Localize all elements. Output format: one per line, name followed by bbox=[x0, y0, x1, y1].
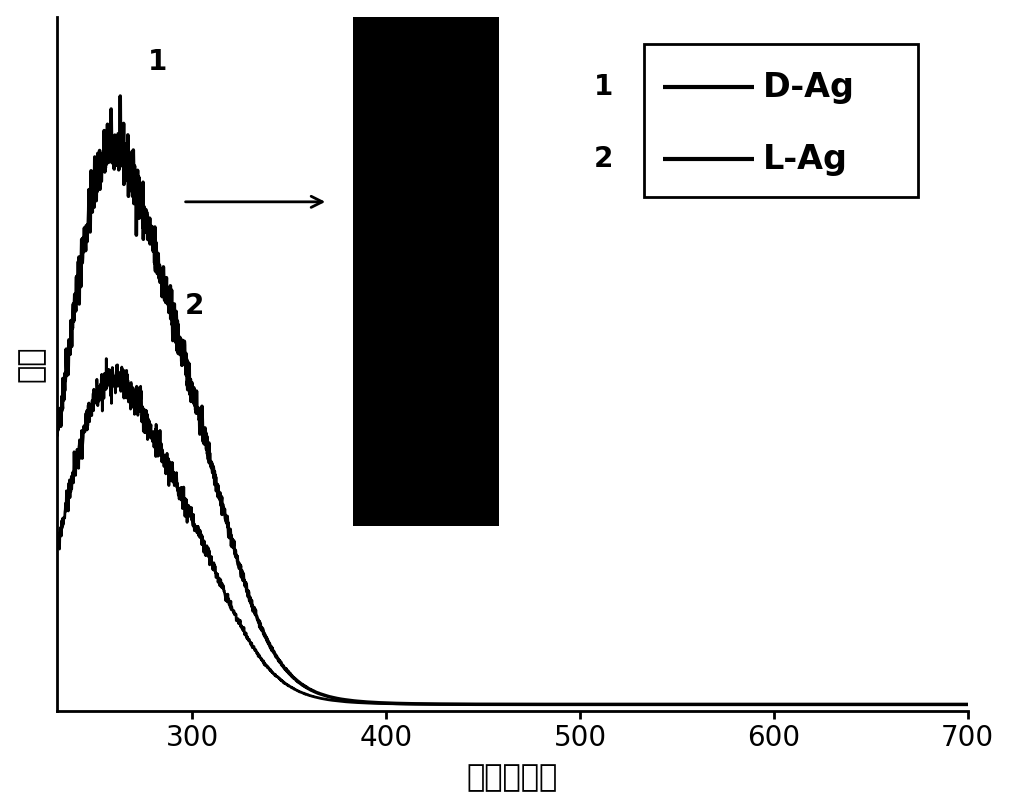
Text: 1: 1 bbox=[593, 73, 613, 101]
X-axis label: 波长／纳米: 波长／纳米 bbox=[467, 764, 558, 792]
Y-axis label: 吸收: 吸收 bbox=[16, 345, 45, 382]
Text: L-Ag: L-Ag bbox=[762, 142, 847, 176]
Text: D-Ag: D-Ag bbox=[762, 70, 854, 104]
Text: 1: 1 bbox=[148, 48, 167, 75]
Bar bbox=[644, 44, 918, 197]
Text: 2: 2 bbox=[593, 145, 613, 173]
Text: 2: 2 bbox=[185, 292, 204, 320]
Bar bbox=[353, 17, 498, 526]
